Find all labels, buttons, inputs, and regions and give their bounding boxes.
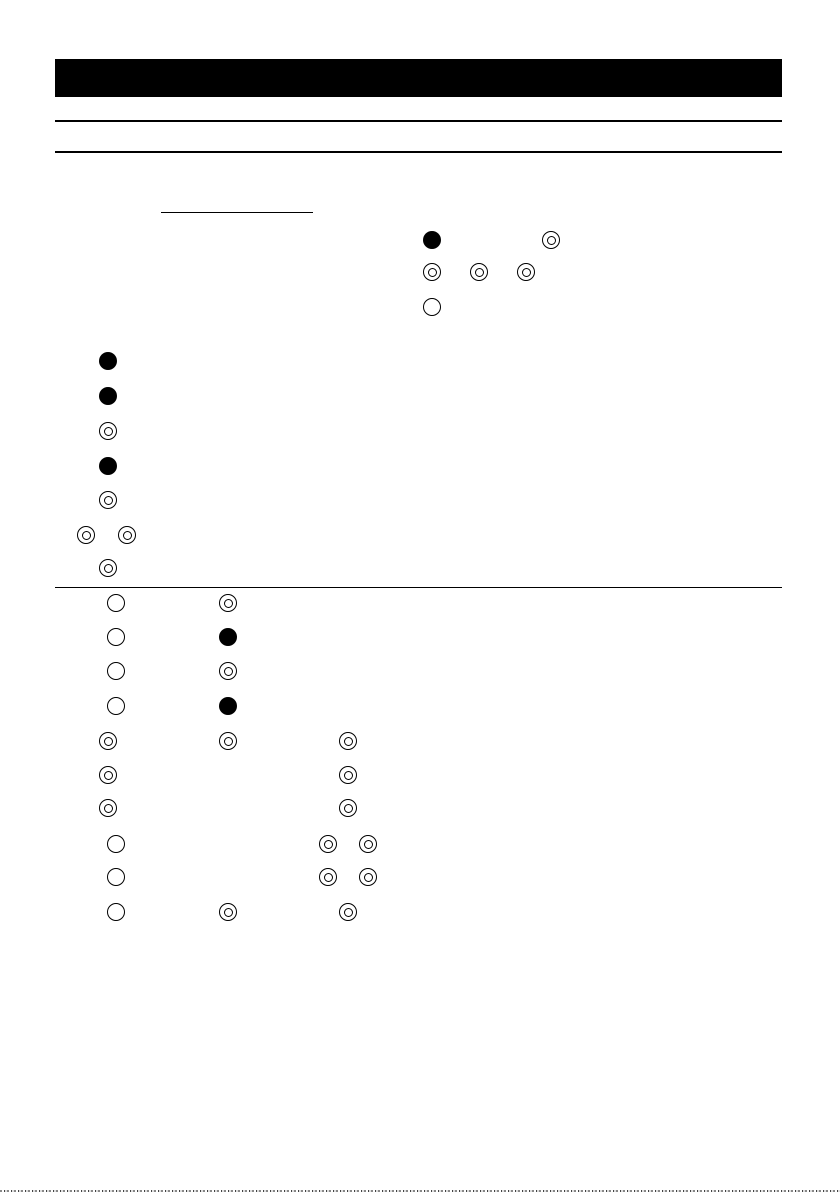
empty-circle-icon [107, 835, 125, 853]
double-circle-icon [77, 526, 95, 544]
divider [55, 151, 782, 153]
double-circle-icon [99, 766, 117, 784]
filled-circle-icon [99, 457, 117, 475]
double-circle-icon [517, 263, 535, 281]
filled-circle-icon [219, 697, 237, 715]
empty-circle-icon [107, 868, 125, 886]
double-circle-icon [99, 559, 117, 577]
double-circle-icon [319, 835, 337, 853]
double-circle-icon [219, 732, 237, 750]
filled-circle-icon [219, 628, 237, 646]
empty-circle-icon [107, 662, 125, 680]
double-circle-icon [339, 766, 357, 784]
filled-circle-icon [99, 352, 117, 370]
empty-circle-icon [423, 298, 441, 316]
double-circle-icon [339, 732, 357, 750]
double-circle-icon [470, 263, 488, 281]
header-bar [55, 59, 782, 97]
double-circle-icon [99, 799, 117, 817]
divider [55, 587, 782, 588]
double-circle-icon [99, 491, 117, 509]
double-circle-icon [542, 231, 560, 249]
filled-circle-icon [99, 387, 117, 405]
double-circle-icon [118, 526, 136, 544]
scan-artifact [0, 1190, 840, 1192]
double-circle-icon [423, 263, 441, 281]
double-circle-icon [339, 799, 357, 817]
double-circle-icon [319, 868, 337, 886]
double-circle-icon [219, 903, 237, 921]
empty-circle-icon [107, 697, 125, 715]
underline [161, 212, 313, 213]
double-circle-icon [219, 594, 237, 612]
double-circle-icon [359, 835, 377, 853]
double-circle-icon [99, 732, 117, 750]
empty-circle-icon [107, 628, 125, 646]
empty-circle-icon [107, 594, 125, 612]
filled-circle-icon [423, 231, 441, 249]
empty-circle-icon [107, 903, 125, 921]
double-circle-icon [99, 422, 117, 440]
divider [55, 120, 782, 122]
double-circle-icon [339, 903, 357, 921]
double-circle-icon [219, 662, 237, 680]
double-circle-icon [359, 868, 377, 886]
